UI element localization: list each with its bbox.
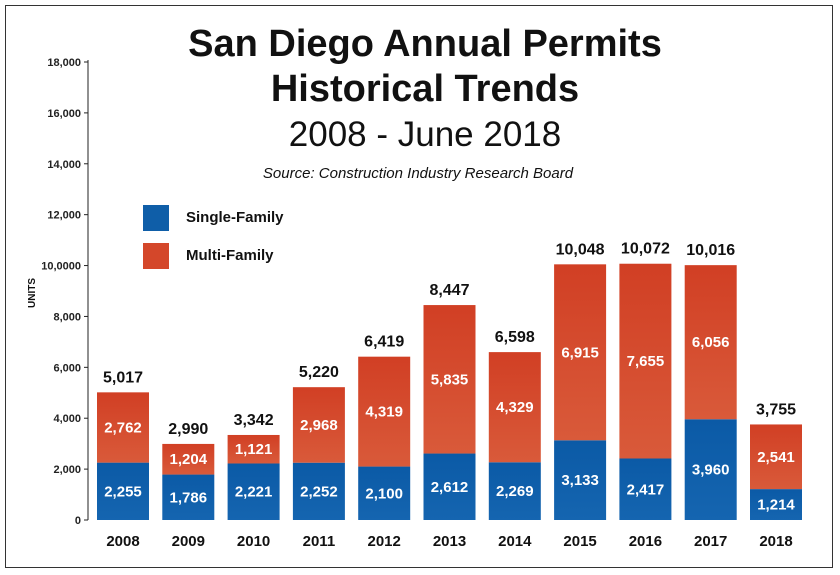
- x-tick-label: 2015: [563, 533, 596, 550]
- label-total: 6,419: [364, 334, 404, 351]
- x-tick-label: 2010: [237, 533, 270, 550]
- label-multi-family: 4,319: [365, 404, 403, 421]
- label-total: 10,072: [621, 241, 670, 258]
- y-tick-label: 4,000: [53, 413, 81, 425]
- label-multi-family: 2,762: [104, 419, 142, 436]
- bar-multi-family: [162, 443, 215, 475]
- label-multi-family: 6,915: [561, 344, 599, 361]
- bar-single-family: [162, 474, 215, 520]
- label-multi-family: 6,056: [692, 334, 730, 351]
- bar-multi-family: [684, 265, 737, 420]
- x-tick-label: 2016: [629, 533, 662, 550]
- bar-multi-family: [619, 263, 672, 459]
- y-axis: 0 2,000 4,000 6,000 8,000 10,0000 12,000 14,000…: [41, 57, 89, 527]
- y-tick-label: 2,000: [53, 464, 81, 476]
- label-total: 5,220: [299, 364, 339, 381]
- label-total: 8,447: [429, 282, 469, 299]
- label-single-family: 1,214: [757, 497, 795, 514]
- legend-swatch-single-family: [143, 205, 169, 231]
- label-single-family: 1,786: [170, 489, 208, 506]
- bars: 2,255 2,762 5,017 2008 1,786 1,204 2,990 2009 2,…: [97, 241, 802, 550]
- label-total: 2,990: [168, 421, 208, 438]
- y-tick-label: 18,000: [47, 57, 81, 69]
- bar-multi-family: [554, 264, 607, 441]
- bar-single-family: [292, 462, 345, 520]
- label-total: 3,342: [234, 412, 274, 429]
- label-single-family: 3,133: [561, 472, 599, 489]
- x-tick-label: 2018: [759, 533, 792, 550]
- label-single-family: 2,269: [496, 483, 534, 500]
- bar-multi-family: [227, 434, 280, 464]
- chart-frame: [5, 5, 833, 568]
- y-tick-label: 6,000: [53, 362, 81, 374]
- x-tick-label: 2009: [172, 533, 205, 550]
- label-multi-family: 4,329: [496, 399, 534, 416]
- y-axis-label: UNITS: [27, 278, 38, 308]
- y-tick-label: 16,000: [47, 108, 81, 120]
- bar-single-family: [488, 462, 541, 520]
- bar-multi-family: [750, 424, 802, 490]
- chart-title-line2: Historical Trends: [271, 68, 579, 110]
- label-multi-family: 5,835: [431, 371, 469, 388]
- legend-label: Single-Family: [186, 209, 284, 226]
- bar-multi-family: [292, 387, 345, 463]
- label-total: 3,755: [756, 401, 796, 418]
- bar-single-family: [227, 463, 280, 520]
- y-tick-label: 10,0000: [41, 261, 81, 273]
- bar-multi-family: [358, 356, 411, 467]
- bar-multi-family: [423, 305, 476, 454]
- x-tick-label: 2008: [106, 533, 139, 550]
- x-tick-label: 2012: [368, 533, 401, 550]
- label-single-family: 2,221: [235, 484, 273, 501]
- bar-single-family: [750, 489, 802, 520]
- label-single-family: 3,960: [692, 462, 730, 479]
- label-multi-family: 1,121: [235, 441, 273, 458]
- x-tick-label: 2014: [498, 533, 532, 550]
- label-multi-family: 2,968: [300, 417, 338, 434]
- y-tick-label: 12,000: [47, 210, 81, 222]
- label-single-family: 2,417: [627, 481, 665, 498]
- label-single-family: 2,612: [431, 479, 469, 496]
- bar-single-family: [358, 466, 411, 520]
- x-tick-label: 2011: [303, 533, 336, 550]
- label-single-family: 2,252: [300, 483, 338, 500]
- bar-multi-family: [488, 352, 541, 463]
- y-tick-label: 8,000: [53, 311, 81, 323]
- legend-swatch-multi-family: [143, 243, 169, 269]
- label-total: 10,048: [556, 241, 605, 258]
- y-tick-label: 14,000: [47, 159, 81, 171]
- x-tick-label: 2017: [694, 533, 727, 550]
- chart-subtitle: 2008 - June 2018: [289, 115, 561, 154]
- legend-label: Multi-Family: [186, 247, 274, 264]
- label-total: 6,598: [495, 329, 535, 346]
- label-total: 10,016: [686, 242, 735, 259]
- y-tick-label: 0: [75, 515, 81, 527]
- chart-title-line1: San Diego Annual Permits: [188, 23, 662, 65]
- bar-single-family: [423, 453, 476, 520]
- label-single-family: 2,255: [104, 483, 142, 500]
- label-multi-family: 7,655: [627, 353, 665, 370]
- legend: Single-Family Multi-Family: [143, 205, 284, 269]
- bar-single-family: [619, 458, 672, 520]
- label-total: 5,017: [103, 369, 143, 386]
- bar-multi-family: [97, 392, 149, 463]
- bar-single-family: [97, 462, 149, 520]
- label-multi-family: 1,204: [170, 451, 208, 468]
- bar-single-family: [554, 440, 607, 520]
- label-single-family: 2,100: [365, 485, 403, 502]
- x-tick-label: 2013: [433, 533, 466, 550]
- bar-single-family: [684, 419, 737, 520]
- chart-source: Source: Construction Industry Research B…: [263, 165, 574, 182]
- label-multi-family: 2,541: [757, 449, 795, 466]
